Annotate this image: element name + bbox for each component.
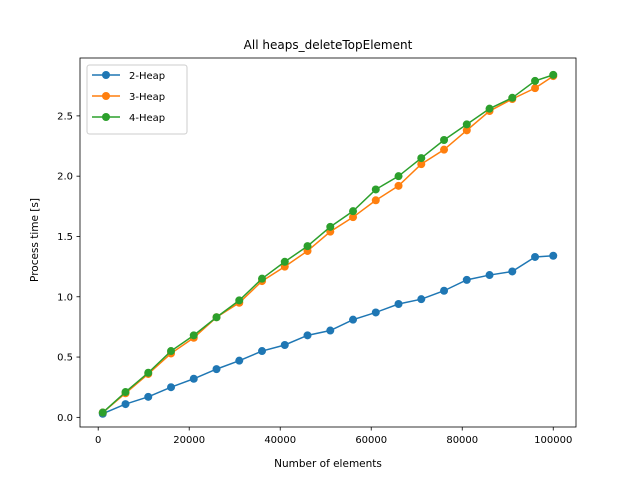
- y-tick-label: 0.5: [57, 353, 73, 364]
- y-tick-label: 1.5: [57, 232, 73, 243]
- data-point: [371, 185, 380, 194]
- y-tick-label: 0.0: [57, 413, 73, 424]
- data-point: [485, 104, 494, 113]
- data-point: [549, 251, 558, 260]
- data-point: [531, 76, 540, 85]
- y-tick-label: 1.0: [57, 292, 73, 303]
- y-axis-ticks: 0.0 0.5 1.0 1.5 2.0 2.5: [57, 111, 80, 424]
- data-point: [417, 154, 426, 163]
- data-point: [167, 383, 176, 392]
- x-axis-ticks: 0 20000 40000 60000 80000 100000: [95, 427, 572, 446]
- x-tick-label: 40000: [264, 435, 296, 446]
- data-point: [462, 126, 471, 135]
- data-point: [508, 267, 517, 276]
- data-point: [394, 300, 403, 308]
- data-point: [303, 242, 312, 251]
- data-point: [144, 392, 153, 401]
- data-point: [349, 207, 358, 216]
- x-tick-label: 0: [95, 435, 101, 446]
- legend-marker: [102, 71, 110, 79]
- data-point: [417, 295, 426, 304]
- data-point: [258, 347, 267, 356]
- data-point: [394, 181, 403, 190]
- y-tick-label: 2.5: [57, 111, 73, 122]
- data-point: [371, 196, 380, 205]
- data-point: [440, 136, 449, 144]
- data-point: [417, 160, 426, 169]
- data-point: [144, 368, 153, 377]
- data-point: [394, 172, 403, 181]
- data-point: [212, 313, 221, 322]
- legend-marker: [102, 92, 110, 100]
- legend-label: 3-Heap: [129, 92, 165, 103]
- data-point: [485, 271, 494, 280]
- data-point: [349, 315, 358, 324]
- data-point: [531, 252, 540, 261]
- data-point: [280, 257, 289, 266]
- data-point: [531, 84, 540, 93]
- data-point: [189, 374, 198, 383]
- data-point: [280, 341, 289, 349]
- y-axis-label: Process time [s]: [29, 198, 41, 282]
- legend-label: 2-Heap: [129, 71, 165, 82]
- data-point: [121, 400, 130, 409]
- x-axis-label: Number of elements: [274, 458, 382, 470]
- x-tick-label: 80000: [446, 435, 478, 446]
- plot-frame: [79, 57, 577, 428]
- data-point: [167, 347, 176, 356]
- x-tick-label: 20000: [173, 435, 205, 446]
- legend: 2-Heap 3-Heap 4-Heap: [86, 64, 188, 135]
- data-point: [462, 275, 471, 284]
- data-point: [440, 286, 449, 295]
- data-point: [303, 331, 312, 340]
- data-point: [235, 356, 244, 365]
- legend-label: 4-Heap: [129, 113, 165, 124]
- data-point: [508, 93, 517, 102]
- data-point: [235, 296, 244, 305]
- data-point: [121, 388, 130, 397]
- x-tick-label: 60000: [355, 435, 387, 446]
- data-point: [189, 331, 198, 340]
- data-point: [462, 120, 471, 129]
- data-point: [326, 222, 335, 231]
- data-point: [349, 213, 358, 222]
- data-point: [440, 145, 449, 154]
- data-point: [371, 308, 380, 317]
- data-point: [549, 70, 558, 79]
- x-tick-label: 100000: [534, 435, 572, 446]
- chart-title: All heaps_deleteTopElement: [244, 38, 413, 52]
- y-tick-label: 2.0: [57, 172, 73, 183]
- plot-area: [79, 57, 577, 428]
- data-point: [326, 326, 335, 335]
- legend-marker: [102, 113, 110, 121]
- data-point: [212, 365, 221, 374]
- data-point: [98, 408, 107, 417]
- data-point: [258, 274, 267, 283]
